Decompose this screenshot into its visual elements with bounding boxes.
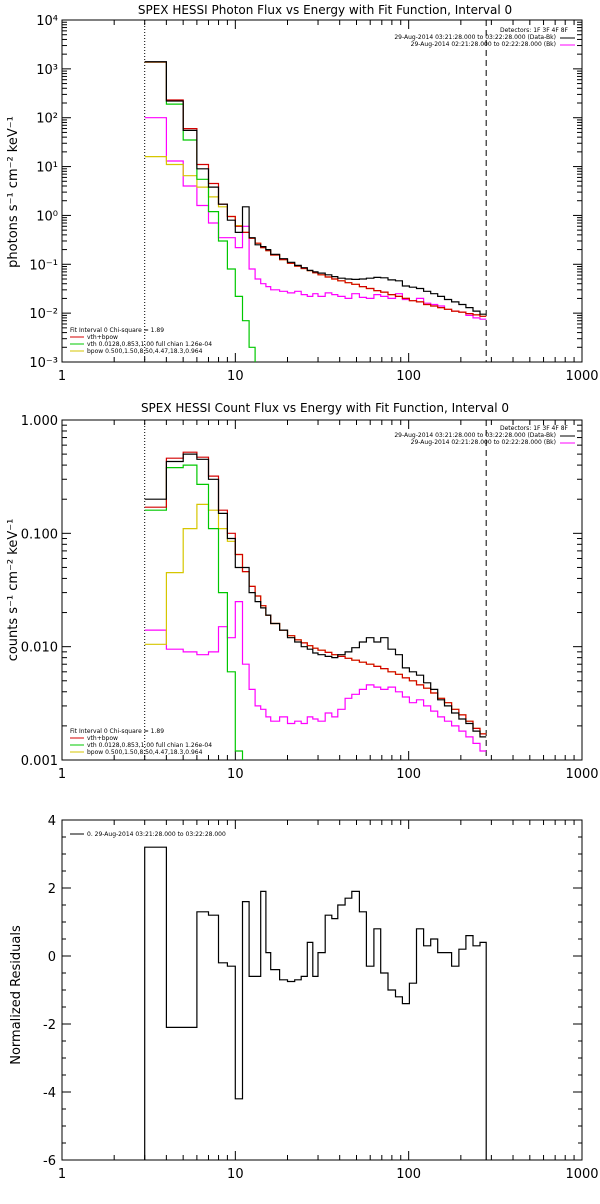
count-legend-vth: vth 0.0128,0.853,1.00 full chian 1.26e-0…: [87, 742, 212, 749]
count-legend-total: vth+bpow: [87, 735, 118, 742]
residuals-y-axis-label: Normalized Residuals: [9, 925, 24, 1065]
photon-y-tick-label: 10⁻¹: [29, 258, 58, 273]
count-flux-title: SPEX HESSI Count Flux vs Energy with Fit…: [141, 401, 509, 415]
photon-series-data: [144, 61, 487, 315]
count-flux-y-axis-label: counts s⁻¹ cm⁻² keV⁻¹: [6, 519, 21, 662]
residuals-x-tick-label: 100: [396, 1167, 421, 1182]
residuals-x-tick-label: 1000: [565, 1167, 598, 1182]
photon-flux-title: SPEX HESSI Photon Flux vs Energy with Fi…: [138, 3, 512, 17]
photon-y-tick-label: 10⁴: [36, 14, 58, 29]
residuals-y-tick-label: -2: [43, 1018, 56, 1033]
count-series-bk: [144, 601, 487, 752]
photon-legend-bpow: bpow 0.500,1.50,8.50,4.47,18.3,0.964: [87, 348, 203, 355]
photon-detectors-label: Detectors: 1F 3F 4F 8F: [500, 27, 569, 34]
photon-y-tick-label: 10²: [36, 112, 58, 127]
photon-y-tick-label: 10⁰: [36, 209, 58, 224]
count-y-tick-label: 0.001: [21, 754, 58, 769]
count-plot-frame: [61, 419, 583, 761]
count-x-tick-label: 1000: [565, 767, 598, 782]
residuals-y-tick-label: -4: [43, 1086, 56, 1101]
count-flux-panel: SPEX HESSI Count Flux vs Energy with Fit…: [6, 401, 599, 782]
photon-y-tick-label: 10⁻²: [29, 307, 58, 322]
photon-flux-panel: SPEX HESSI Photon Flux vs Energy with Fi…: [6, 3, 599, 384]
photon-y-tick-label: 10³: [36, 63, 58, 78]
photon-x-tick-label: 10: [227, 369, 244, 384]
count-x-tick-label: 1: [58, 767, 66, 782]
residuals-x-tick-label: 1: [58, 1167, 66, 1182]
photon-legend-vth: vth 0.0128,0.853,1.00 full chian 1.26e-0…: [87, 341, 212, 348]
count-y-tick-label: 0.100: [21, 527, 58, 542]
count-series-vth: [144, 464, 244, 760]
count-legend-bpow: bpow 0.500,1.50,8.50,4.47,18.3,0.964: [87, 749, 203, 756]
photon-time-line-1: 29-Aug-2014 03:21:28.000 to 03:22:28.000…: [394, 34, 556, 41]
residuals-y-tick-label: 0: [48, 950, 56, 965]
count-detectors-label: Detectors: 1F 3F 4F 8F: [500, 425, 569, 432]
count-y-tick-label: 0.010: [21, 641, 58, 656]
photon-series-total: [144, 61, 487, 317]
photon-fit-legend-title: Fit Interval 0 Chi-square = 1.89: [70, 327, 164, 334]
residuals-x-tick-label: 10: [227, 1167, 244, 1182]
residuals-series-residuals: [144, 846, 487, 1160]
photon-x-tick-label: 100: [396, 369, 421, 384]
count-x-tick-label: 10: [227, 767, 244, 782]
count-y-tick-label: 1.000: [21, 414, 58, 429]
count-series-data: [144, 453, 487, 738]
photon-x-tick-label: 1000: [565, 369, 598, 384]
count-series-total: [144, 451, 487, 735]
residuals-plot-frame: [61, 819, 583, 1161]
count-fit-legend-title: Fit Interval 0 Chi-square = 1.89: [70, 728, 164, 735]
residuals-y-tick-label: 2: [48, 882, 56, 897]
residuals-legend-label: 0. 29-Aug-2014 03:21:28.000 to 03:22:28.…: [87, 831, 226, 838]
photon-plot-frame: [61, 19, 583, 363]
photon-y-tick-label: 10¹: [36, 161, 58, 176]
photon-time-line-2: 29-Aug-2014 02:21:28.000 to 02:22:28.000…: [411, 41, 556, 48]
photon-series-bpow: [144, 156, 487, 317]
photon-legend-total: vth+bpow: [87, 334, 118, 341]
residuals-y-tick-label: -6: [43, 1154, 56, 1169]
count-time-line-2: 29-Aug-2014 02:21:28.000 to 02:22:28.000…: [411, 439, 556, 446]
residuals-y-tick-label: 4: [48, 814, 56, 829]
count-x-tick-label: 100: [396, 767, 421, 782]
photon-flux-y-axis-label: photons s⁻¹ cm⁻² keV⁻¹: [6, 116, 21, 268]
photon-x-tick-label: 1: [58, 369, 66, 384]
residuals-panel: Normalized Residuals 1 10 100 1000 -6 -4 -2 0 2 4…: [9, 814, 599, 1182]
count-time-line-1: 29-Aug-2014 03:21:28.000 to 03:22:28.000…: [394, 432, 556, 439]
count-series-bpow: [144, 503, 487, 735]
photon-series-bk: [144, 117, 487, 320]
photon-y-tick-label: 10⁻³: [29, 356, 58, 371]
